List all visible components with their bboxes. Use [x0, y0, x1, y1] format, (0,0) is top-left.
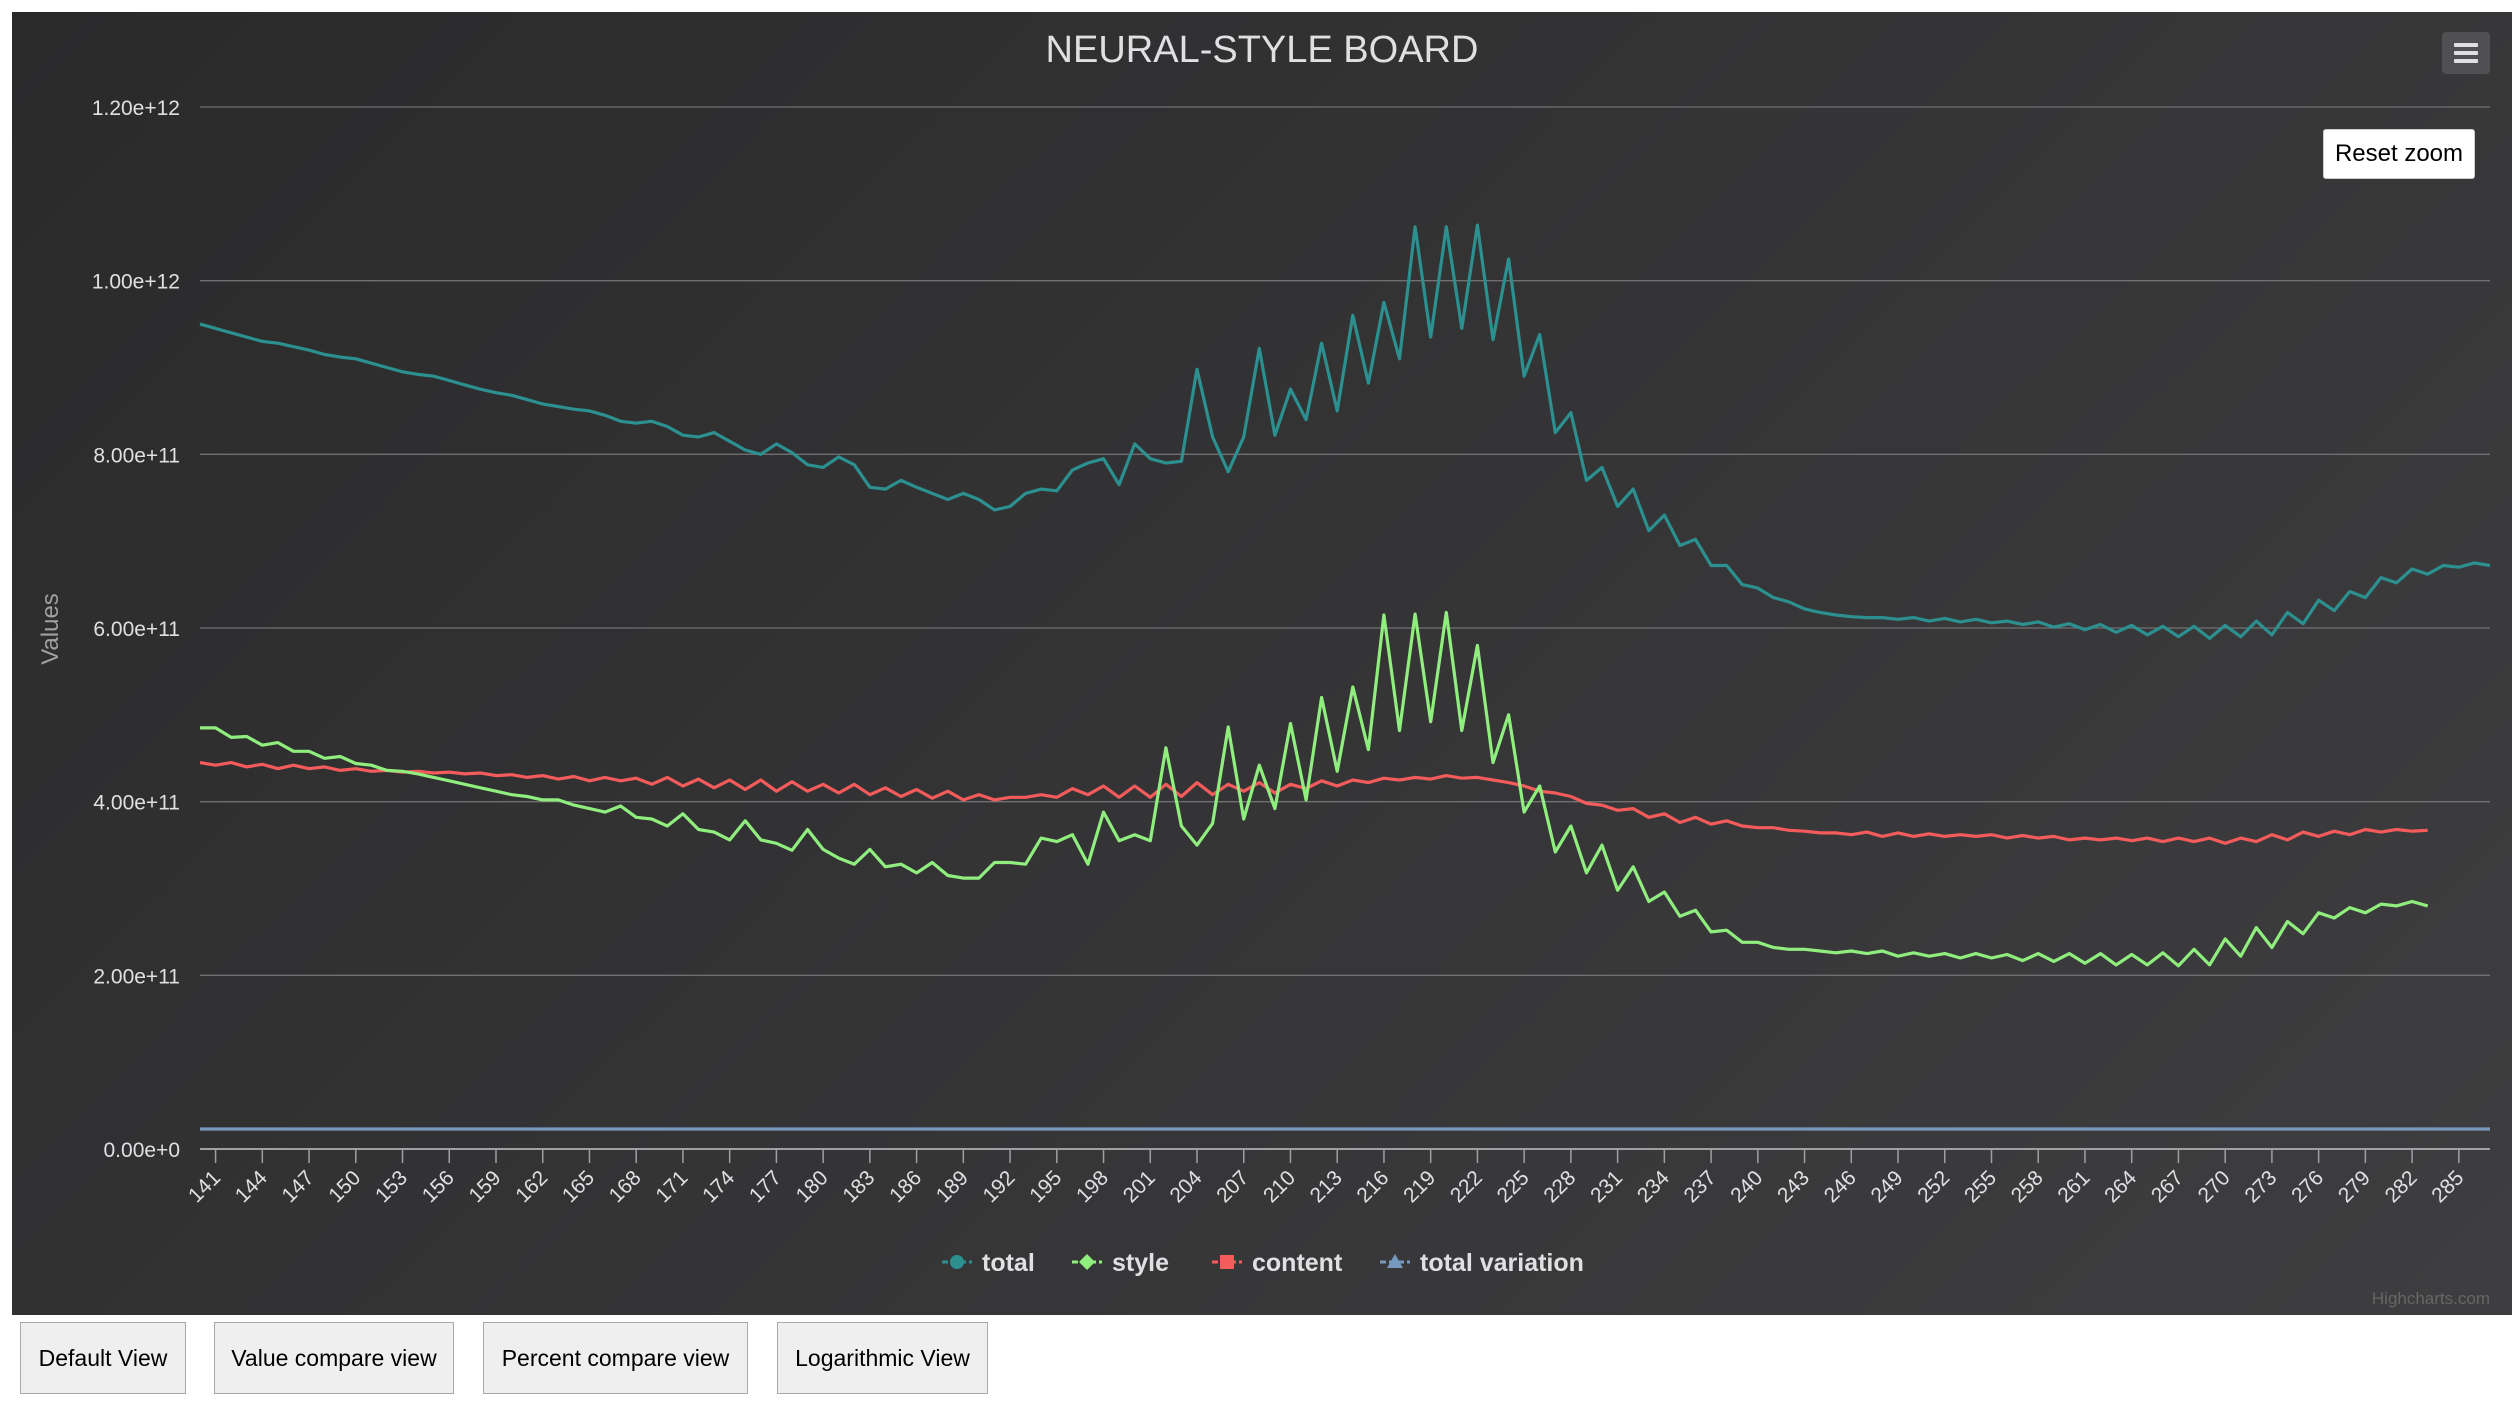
x-tick-label: 234: [1633, 1166, 1674, 1207]
y-tick-label: 2.00e+11: [93, 965, 180, 988]
chart: NEURAL-STYLE BOARD Values 0.00e+0 2.00e+1…: [37, 29, 2491, 1308]
x-tick-label: 174: [698, 1166, 739, 1207]
x-tick-label: 147: [278, 1166, 319, 1207]
x-tick-label: 267: [2147, 1166, 2188, 1207]
x-tick-label: 228: [1539, 1166, 1580, 1207]
chart-container: NEURAL-STYLE BOARD Values 0.00e+0 2.00e+1…: [12, 12, 2512, 1315]
x-tick-label: 222: [1446, 1166, 1487, 1207]
y-tick-label: 8.00e+11: [93, 444, 180, 467]
hamburger-menu-icon-bar: [2454, 59, 2478, 63]
series-line-content: [199, 760, 2428, 845]
legend-item-total[interactable]: total: [942, 1249, 1035, 1277]
series-line-total: [199, 223, 2491, 641]
x-tick-label: 162: [511, 1166, 552, 1207]
x-tick-label: 165: [558, 1166, 599, 1207]
x-tick-label: 282: [2381, 1166, 2422, 1207]
reset-zoom-button[interactable]: Reset zoom: [2323, 129, 2475, 179]
logarithmic-view-button[interactable]: Logarithmic View: [777, 1322, 988, 1394]
x-tick-label: 195: [1025, 1166, 1066, 1207]
plot-area: [199, 223, 2491, 1131]
x-tick-label: 264: [2100, 1166, 2141, 1207]
credits-link[interactable]: Highcharts.com: [2372, 1289, 2490, 1308]
circle-marker-icon: [950, 1255, 964, 1269]
y-tick-label: 0.00e+0: [104, 1139, 181, 1162]
x-tick-label: 243: [1773, 1166, 1814, 1207]
legend-item-total-variation[interactable]: total variation: [1380, 1249, 1584, 1277]
x-tick-label: 171: [651, 1166, 692, 1207]
x-tick-label: 183: [838, 1166, 879, 1207]
x-tick-label: 189: [932, 1166, 973, 1207]
x-tick-label: 144: [231, 1166, 272, 1207]
percent-compare-view-button[interactable]: Percent compare view: [483, 1322, 748, 1394]
grid-lines: [200, 106, 2490, 976]
hamburger-menu-icon-bar: [2454, 51, 2478, 55]
x-tick-label: 192: [979, 1166, 1020, 1207]
x-tick-label: 180: [792, 1166, 833, 1207]
legend: total style content total variation: [942, 1249, 1584, 1277]
y-tick-label: 6.00e+11: [93, 618, 180, 641]
x-tick-label: 204: [1165, 1166, 1206, 1207]
default-view-button[interactable]: Default View: [20, 1322, 186, 1394]
x-tick-label: 255: [1960, 1166, 2001, 1207]
x-tick-label: 177: [745, 1166, 786, 1207]
x-tick-label: 186: [885, 1166, 926, 1207]
x-tick-label: 270: [2194, 1166, 2235, 1207]
x-tick-label: 219: [1399, 1166, 1440, 1207]
legend-label: total: [982, 1249, 1035, 1277]
x-tick-label: 261: [2053, 1166, 2094, 1207]
x-tick-label: 231: [1586, 1166, 1627, 1207]
x-tick-label: 225: [1493, 1166, 1534, 1207]
x-tick-label: 276: [2287, 1166, 2328, 1207]
chart-title: NEURAL-STYLE BOARD: [1046, 29, 1479, 71]
x-tick-label: 252: [1913, 1166, 1954, 1207]
hamburger-menu-icon: [2454, 43, 2478, 47]
x-tick-label: 240: [1726, 1166, 1767, 1207]
x-tick-label: 237: [1680, 1166, 1721, 1207]
y-tick-label: 4.00e+11: [93, 792, 180, 815]
x-tick-label: 216: [1352, 1166, 1393, 1207]
diamond-marker-icon: [1079, 1254, 1095, 1270]
x-tick-label: 210: [1259, 1166, 1300, 1207]
x-tick-label: 279: [2334, 1166, 2375, 1207]
y-tick-label: 1.00e+12: [92, 271, 180, 294]
x-tick-label: 213: [1306, 1166, 1347, 1207]
x-tick-label: 273: [2240, 1166, 2281, 1207]
x-tick-label: 153: [371, 1166, 412, 1207]
x-tick-label: 159: [464, 1166, 505, 1207]
legend-label: content: [1252, 1249, 1343, 1277]
x-tick-label: 150: [324, 1166, 365, 1207]
square-marker-icon: [1220, 1255, 1234, 1269]
x-tick-label: 201: [1119, 1166, 1160, 1207]
x-tick-label: 156: [418, 1166, 459, 1207]
y-axis-labels: 0.00e+0 2.00e+11 4.00e+11 6.00e+11 8.00e+11 1…: [92, 97, 180, 1162]
x-tick-label: 249: [1867, 1166, 1908, 1207]
triangle-marker-icon: [1387, 1254, 1403, 1268]
value-compare-view-button[interactable]: Value compare view: [214, 1322, 454, 1394]
legend-item-style[interactable]: style: [1072, 1249, 1169, 1277]
y-axis-title: Values: [37, 593, 64, 665]
legend-item-content[interactable]: content: [1212, 1249, 1343, 1277]
x-tick-label: 246: [1820, 1166, 1861, 1207]
series-line-style: [200, 610, 2429, 968]
x-tick-label: 168: [605, 1166, 646, 1207]
context-menu-button[interactable]: [2442, 32, 2490, 74]
x-axis: 141 144 147 150 153 156 159 162 165 168 171 174 177 1…: [184, 1148, 2490, 1207]
x-tick-label: 198: [1072, 1166, 1113, 1207]
y-tick-label: 1.20e+12: [92, 97, 180, 120]
legend-label: total variation: [1420, 1249, 1584, 1277]
x-tick-label: 285: [2427, 1166, 2468, 1207]
legend-label: style: [1112, 1249, 1169, 1277]
x-tick-label: 207: [1212, 1166, 1253, 1207]
x-tick-label: 141: [184, 1166, 225, 1207]
x-tick-label: 258: [2007, 1166, 2048, 1207]
